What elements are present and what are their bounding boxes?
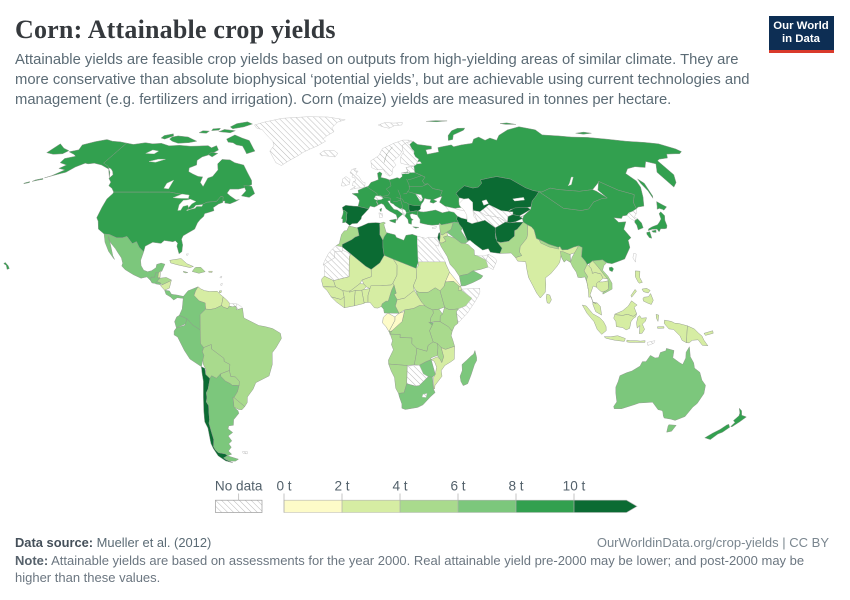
svg-text:6 t: 6 t <box>450 479 465 494</box>
svg-text:4 t: 4 t <box>392 479 407 494</box>
svg-text:10 t: 10 t <box>563 479 586 494</box>
svg-text:0 t: 0 t <box>276 479 291 494</box>
svg-text:8 t: 8 t <box>508 479 523 494</box>
svg-text:2 t: 2 t <box>334 479 349 494</box>
svg-text:No data: No data <box>215 479 263 494</box>
